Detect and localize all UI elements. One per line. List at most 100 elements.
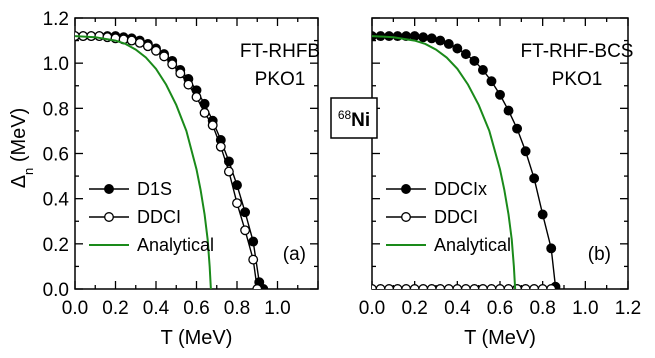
x-tick-label-b: 0.2	[401, 298, 427, 319]
data-point-b-1	[426, 284, 437, 289]
series-line-b-2	[372, 35, 517, 289]
data-point-b-1	[443, 284, 454, 289]
legend-label-b-0: DDCIx	[434, 179, 487, 199]
legend-marker-b-1	[401, 212, 411, 222]
data-point-a-1	[223, 166, 234, 177]
data-point-b-1	[460, 284, 471, 289]
series-line-a-2	[75, 35, 212, 289]
data-point-b-0	[477, 64, 488, 75]
nucleus-element: Ni	[351, 110, 370, 131]
data-point-b-1	[372, 284, 377, 289]
legend-label-a-2: Analytical	[137, 235, 214, 255]
legend-marker-b-0	[401, 184, 411, 194]
x-tick-label-a: 0.8	[224, 298, 250, 319]
data-point-b-1	[486, 284, 497, 289]
data-point-b-1	[409, 284, 420, 289]
data-point-a-1	[159, 51, 170, 62]
data-point-a-1	[167, 59, 178, 70]
plot-area-a	[75, 31, 269, 289]
data-point-b-1	[392, 284, 403, 289]
data-point-a-1	[142, 41, 153, 52]
data-point-a-1	[191, 92, 202, 102]
legend-label-a-1: DDCI	[137, 207, 181, 227]
x-tick-label-a: 0.6	[183, 298, 209, 319]
x-axis-title-b: T (MeV)	[464, 327, 536, 349]
data-point-a-1	[252, 284, 263, 289]
legend-label-a-0: D1S	[137, 179, 172, 199]
data-point-b-0	[512, 123, 523, 134]
data-point-b-1	[469, 284, 480, 289]
data-point-b-0	[529, 173, 540, 184]
y-axis-title: Δn (MeV)	[8, 108, 36, 189]
y-tick-label-a: 0.4	[43, 190, 70, 211]
x-tick-label-a: 0.4	[143, 298, 170, 319]
x-tick-label-a: 1.0	[264, 298, 290, 319]
data-point-b-1	[529, 284, 540, 289]
panel-a: 0.0 0.2 0.4 0.6 0.8 1.0 0.0 0.2 0.4 0.6 0.8 1.0 1.2 T…	[43, 9, 321, 349]
x-tick-label-b: 0.8	[529, 298, 555, 319]
nucleus-tag-box	[330, 97, 378, 139]
data-point-b-0	[503, 105, 514, 116]
data-point-a-1	[175, 68, 186, 79]
data-point-b-0	[495, 89, 505, 100]
data-point-a-1	[207, 120, 218, 131]
data-point-b-1	[520, 284, 531, 289]
data-point-a-1	[126, 35, 137, 46]
data-point-b-1	[401, 284, 412, 289]
y-axis-unit: (MeV)	[8, 108, 30, 168]
y-tick-label-a: 1.2	[43, 9, 69, 30]
y-tick-label-a: 0.6	[43, 145, 69, 166]
nucleus-tag-label: 68Ni	[338, 108, 370, 131]
data-point-b-1	[503, 284, 514, 289]
x-tick-label-b: 0.0	[359, 298, 385, 319]
data-point-b-0	[520, 146, 531, 157]
panel-label-a: (a)	[283, 244, 306, 265]
y-tick-label-a: 0.2	[43, 235, 69, 256]
data-point-b-1	[418, 284, 429, 289]
panel-annotation-a: PKO1	[255, 69, 306, 90]
x-tick-label-a: 0.2	[102, 298, 128, 319]
y-tick-label-a: 0.0	[43, 280, 69, 301]
x-tick-label-b: 1.2	[615, 298, 641, 319]
panel-label-b: (b)	[588, 244, 611, 265]
data-point-b-1	[375, 284, 386, 289]
y-tick-label-a: 0.8	[43, 99, 69, 120]
data-point-b-0	[409, 31, 420, 42]
x-tick-label-b: 1.0	[572, 298, 598, 319]
panel-annotation-a: FT-RHFB	[240, 41, 320, 62]
data-point-b-0	[452, 43, 463, 54]
plot-area-b	[372, 31, 561, 289]
data-point-a-1	[248, 254, 259, 265]
nucleus-tag: 68Ni	[330, 97, 378, 139]
data-point-b-0	[460, 49, 471, 60]
data-point-b-1	[495, 284, 505, 289]
legend-label-b-1: DDCI	[434, 207, 478, 227]
data-point-b-0	[486, 76, 497, 87]
data-point-a-1	[199, 107, 210, 118]
panel-annotation-b: PKO1	[552, 69, 603, 90]
data-point-b-0	[537, 209, 548, 220]
x-tick-label-b: 0.6	[487, 298, 513, 319]
data-point-b-0	[418, 32, 429, 43]
y-axis-symbol: Δ	[8, 175, 30, 188]
y-axis-subscript: n	[21, 168, 36, 175]
data-point-b-0	[546, 243, 557, 254]
data-point-a-0	[232, 180, 242, 191]
x-axis-title-a: T (MeV)	[161, 327, 233, 349]
data-point-b-0	[443, 39, 454, 49]
data-point-a-1	[232, 198, 242, 209]
data-point-a-1	[151, 45, 161, 56]
data-point-b-0	[469, 55, 480, 66]
data-point-b-1	[477, 284, 488, 289]
data-point-b-1	[435, 284, 446, 289]
data-point-b-0	[426, 33, 437, 44]
legend-marker-a-1	[104, 212, 114, 222]
data-point-a-0	[240, 207, 251, 218]
x-tick-label-a: 0.0	[62, 298, 88, 319]
data-point-b-1	[452, 284, 463, 289]
data-point-b-0	[435, 35, 446, 46]
data-point-b-1	[384, 284, 395, 289]
y-tick-label-a: 1.0	[43, 54, 69, 75]
data-point-b-1	[546, 284, 557, 289]
